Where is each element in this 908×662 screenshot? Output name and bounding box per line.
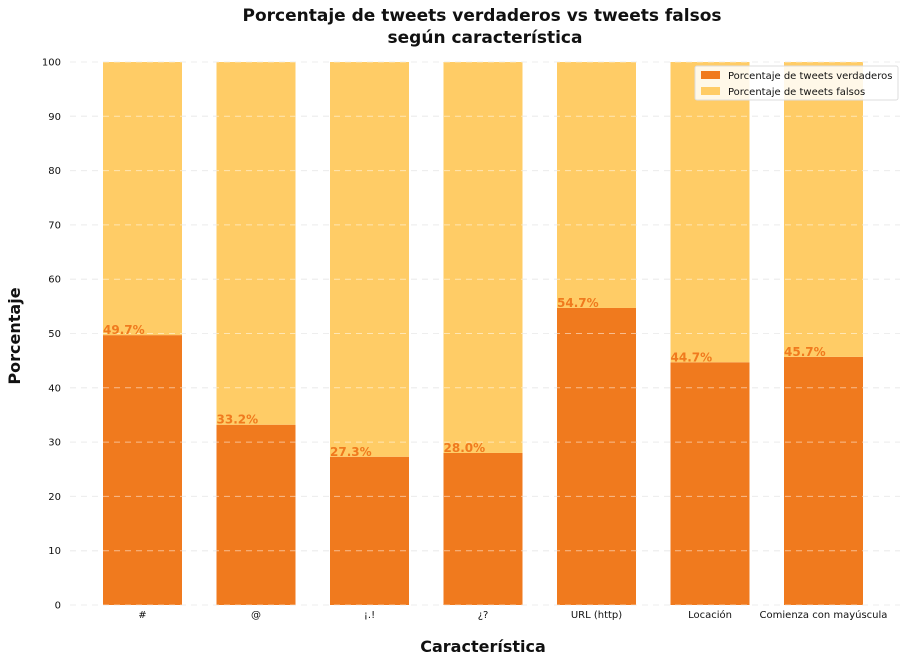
bar-true bbox=[670, 362, 750, 605]
bar-true bbox=[330, 456, 409, 605]
y-tick-label: 100 bbox=[42, 58, 61, 69]
x-tick-label: ¡.! bbox=[364, 610, 375, 621]
x-tick-label: Locación bbox=[688, 609, 732, 621]
data-label: 45.7% bbox=[784, 345, 826, 359]
y-axis-title: Porcentaje bbox=[5, 287, 24, 384]
data-label: 44.7% bbox=[671, 350, 713, 364]
x-tick-label: URL (http) bbox=[571, 610, 622, 621]
data-labels: 49.7% 33.2% 27.3% 28.0% 54.7% 44.7% 45.7% bbox=[103, 296, 826, 459]
data-label: 49.7% bbox=[103, 323, 145, 337]
data-label: 28.0% bbox=[444, 441, 486, 455]
y-tick-label: 0 bbox=[55, 601, 61, 612]
legend: Porcentaje de tweets verdaderos Porcenta… bbox=[694, 65, 899, 101]
y-tick-label: 60 bbox=[48, 275, 61, 286]
y-tick-label: 50 bbox=[48, 329, 61, 340]
data-label: 54.7% bbox=[557, 296, 599, 310]
bar-true bbox=[557, 307, 636, 605]
bar-false bbox=[670, 62, 750, 363]
y-tick-label: 30 bbox=[48, 438, 61, 449]
bar-true bbox=[216, 424, 296, 605]
chart-title-line-2: según característica bbox=[388, 28, 583, 48]
y-axis-ticks: 0 10 20 30 40 50 60 70 80 90 100 bbox=[42, 58, 61, 612]
bar-false bbox=[557, 62, 636, 308]
legend-swatch-false bbox=[701, 87, 720, 95]
x-tick-label: @ bbox=[251, 610, 261, 621]
y-tick-label: 10 bbox=[48, 546, 61, 557]
legend-label-true: Porcentaje de tweets verdaderos bbox=[728, 71, 892, 82]
x-tick-label: ¿? bbox=[478, 610, 489, 621]
data-label: 33.2% bbox=[217, 413, 259, 427]
legend-label-false: Porcentaje de tweets falsos bbox=[728, 87, 865, 98]
bar-true bbox=[103, 335, 182, 605]
data-label: 27.3% bbox=[330, 445, 372, 459]
x-axis-ticks: # @ ¡.! ¿? URL (http) Locación Comienza con ma… bbox=[138, 609, 887, 621]
y-tick-label: 90 bbox=[48, 112, 61, 123]
x-axis-title: Característica bbox=[420, 637, 546, 656]
bar-false bbox=[103, 62, 182, 336]
y-tick-label: 80 bbox=[48, 166, 61, 177]
bar-false bbox=[784, 62, 863, 357]
bar-true bbox=[784, 356, 863, 605]
chart-title-line-1: Porcentaje de tweets verdaderos vs tweet… bbox=[243, 6, 722, 26]
bar-false bbox=[330, 62, 409, 457]
bar-false bbox=[216, 62, 296, 425]
y-tick-label: 20 bbox=[48, 492, 61, 503]
y-tick-label: 40 bbox=[48, 383, 61, 394]
bar-false bbox=[443, 62, 523, 453]
bar-true bbox=[443, 452, 523, 605]
x-tick-label: Comienza con mayúscula bbox=[760, 609, 888, 621]
x-tick-label: # bbox=[138, 610, 146, 621]
y-tick-label: 70 bbox=[48, 220, 61, 231]
legend-box bbox=[694, 65, 899, 101]
legend-swatch-true bbox=[701, 71, 720, 79]
